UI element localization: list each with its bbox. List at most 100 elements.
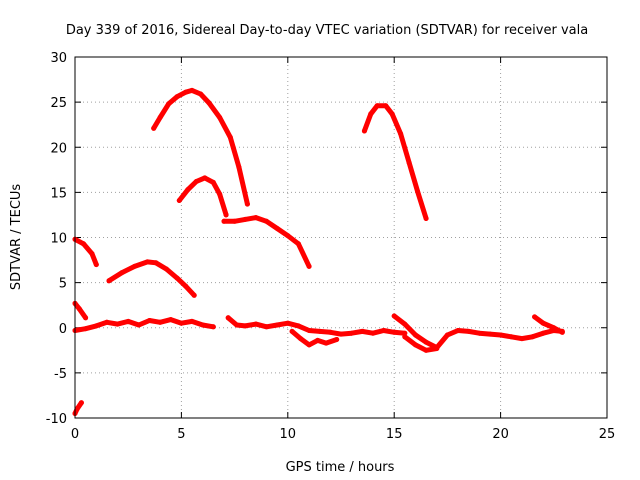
data-point: [274, 322, 280, 328]
series-arc-3: [221, 215, 312, 269]
data-point: [285, 320, 291, 326]
data-point: [119, 270, 125, 276]
data-point: [315, 337, 321, 343]
x-tick-label: 5: [177, 427, 185, 442]
data-point: [370, 330, 376, 336]
data-point: [168, 317, 174, 323]
data-point: [402, 330, 408, 336]
data-point: [383, 103, 389, 109]
data-point: [217, 191, 223, 197]
data-point: [193, 179, 199, 184]
x-tick-labels: 0 5 10 15 20 25: [71, 427, 615, 442]
data-point: [519, 336, 525, 342]
data-point: [178, 320, 184, 326]
data-point: [242, 216, 248, 222]
x-tick-label: 25: [599, 427, 616, 442]
data-point: [115, 321, 121, 327]
y-tick-label: 5: [59, 277, 67, 292]
data-point: [236, 164, 242, 170]
data-point: [487, 331, 493, 337]
data-point: [206, 100, 212, 106]
data-point: [221, 218, 227, 224]
y-tick-label: -10: [46, 412, 67, 427]
data-point: [285, 233, 291, 239]
data-point: [189, 87, 195, 93]
y-tick-label: 20: [50, 141, 67, 156]
data-point: [89, 251, 95, 257]
series-band-5: [402, 334, 440, 353]
data-point: [93, 323, 99, 329]
y-tick-label: 25: [50, 96, 67, 111]
data-point: [223, 212, 229, 218]
data-point: [298, 336, 304, 342]
chart-title: Day 339 of 2016, Sidereal Day-to-day VTE…: [66, 23, 588, 38]
data-point: [93, 262, 99, 268]
data-point: [532, 314, 538, 320]
data-point: [189, 318, 195, 324]
data-point: [334, 337, 340, 342]
data-point: [423, 347, 429, 353]
data-point: [132, 263, 138, 269]
data-point: [540, 320, 546, 326]
data-point: [434, 346, 440, 351]
data-point: [217, 115, 223, 120]
data-point: [406, 160, 412, 166]
data-point: [183, 283, 189, 289]
data-point: [74, 406, 80, 412]
data-point: [210, 179, 216, 185]
data-point: [174, 94, 180, 100]
data-point: [289, 328, 295, 334]
data-point: [106, 278, 112, 284]
x-tick-label: 0: [71, 427, 79, 442]
data-point: [391, 329, 397, 335]
x-tick-label: 20: [492, 427, 509, 442]
data-point: [125, 318, 131, 324]
data-point: [317, 328, 323, 334]
data-point: [476, 330, 482, 336]
data-point: [234, 322, 240, 328]
data-point: [78, 400, 84, 406]
data-point: [415, 189, 421, 194]
data-point: [202, 175, 208, 181]
x-tick-label: 15: [386, 427, 403, 442]
data-point: [244, 201, 250, 207]
data-point: [151, 125, 157, 131]
data-point: [166, 101, 172, 107]
data-point: [157, 319, 163, 325]
data-point: [76, 306, 82, 312]
data-point: [540, 330, 546, 336]
data-point: [81, 241, 86, 247]
y-tick-label: 30: [50, 51, 67, 66]
data-point: [551, 325, 557, 331]
data-point: [381, 328, 387, 333]
series-arc-4: [361, 103, 429, 221]
data-point: [264, 218, 269, 224]
data-point: [164, 266, 169, 272]
data-point: [157, 115, 163, 120]
y-tick-label: -5: [54, 367, 67, 382]
data-point: [374, 103, 380, 109]
data-point: [402, 334, 408, 340]
data-point: [391, 313, 397, 319]
data-point: [530, 334, 535, 340]
data-point: [225, 315, 231, 321]
data-point: [295, 323, 301, 329]
data-point: [559, 329, 565, 335]
y-tick-labels: -10 -5 0 5 10 15 20 25 30: [46, 51, 67, 427]
data-point: [176, 198, 182, 203]
plot-frame: [74, 56, 608, 419]
data-point: [253, 215, 259, 221]
grid: [74, 56, 608, 419]
data-point: [498, 332, 504, 338]
data-point: [274, 226, 280, 231]
data-point: [242, 323, 248, 329]
data-point: [398, 131, 404, 137]
data-point: [144, 259, 150, 265]
data-point: [153, 260, 159, 266]
y-tick-label: 10: [50, 232, 67, 247]
data-point: [361, 128, 367, 134]
data-point: [466, 328, 472, 334]
data-point: [327, 329, 333, 335]
data-point: [389, 111, 395, 117]
